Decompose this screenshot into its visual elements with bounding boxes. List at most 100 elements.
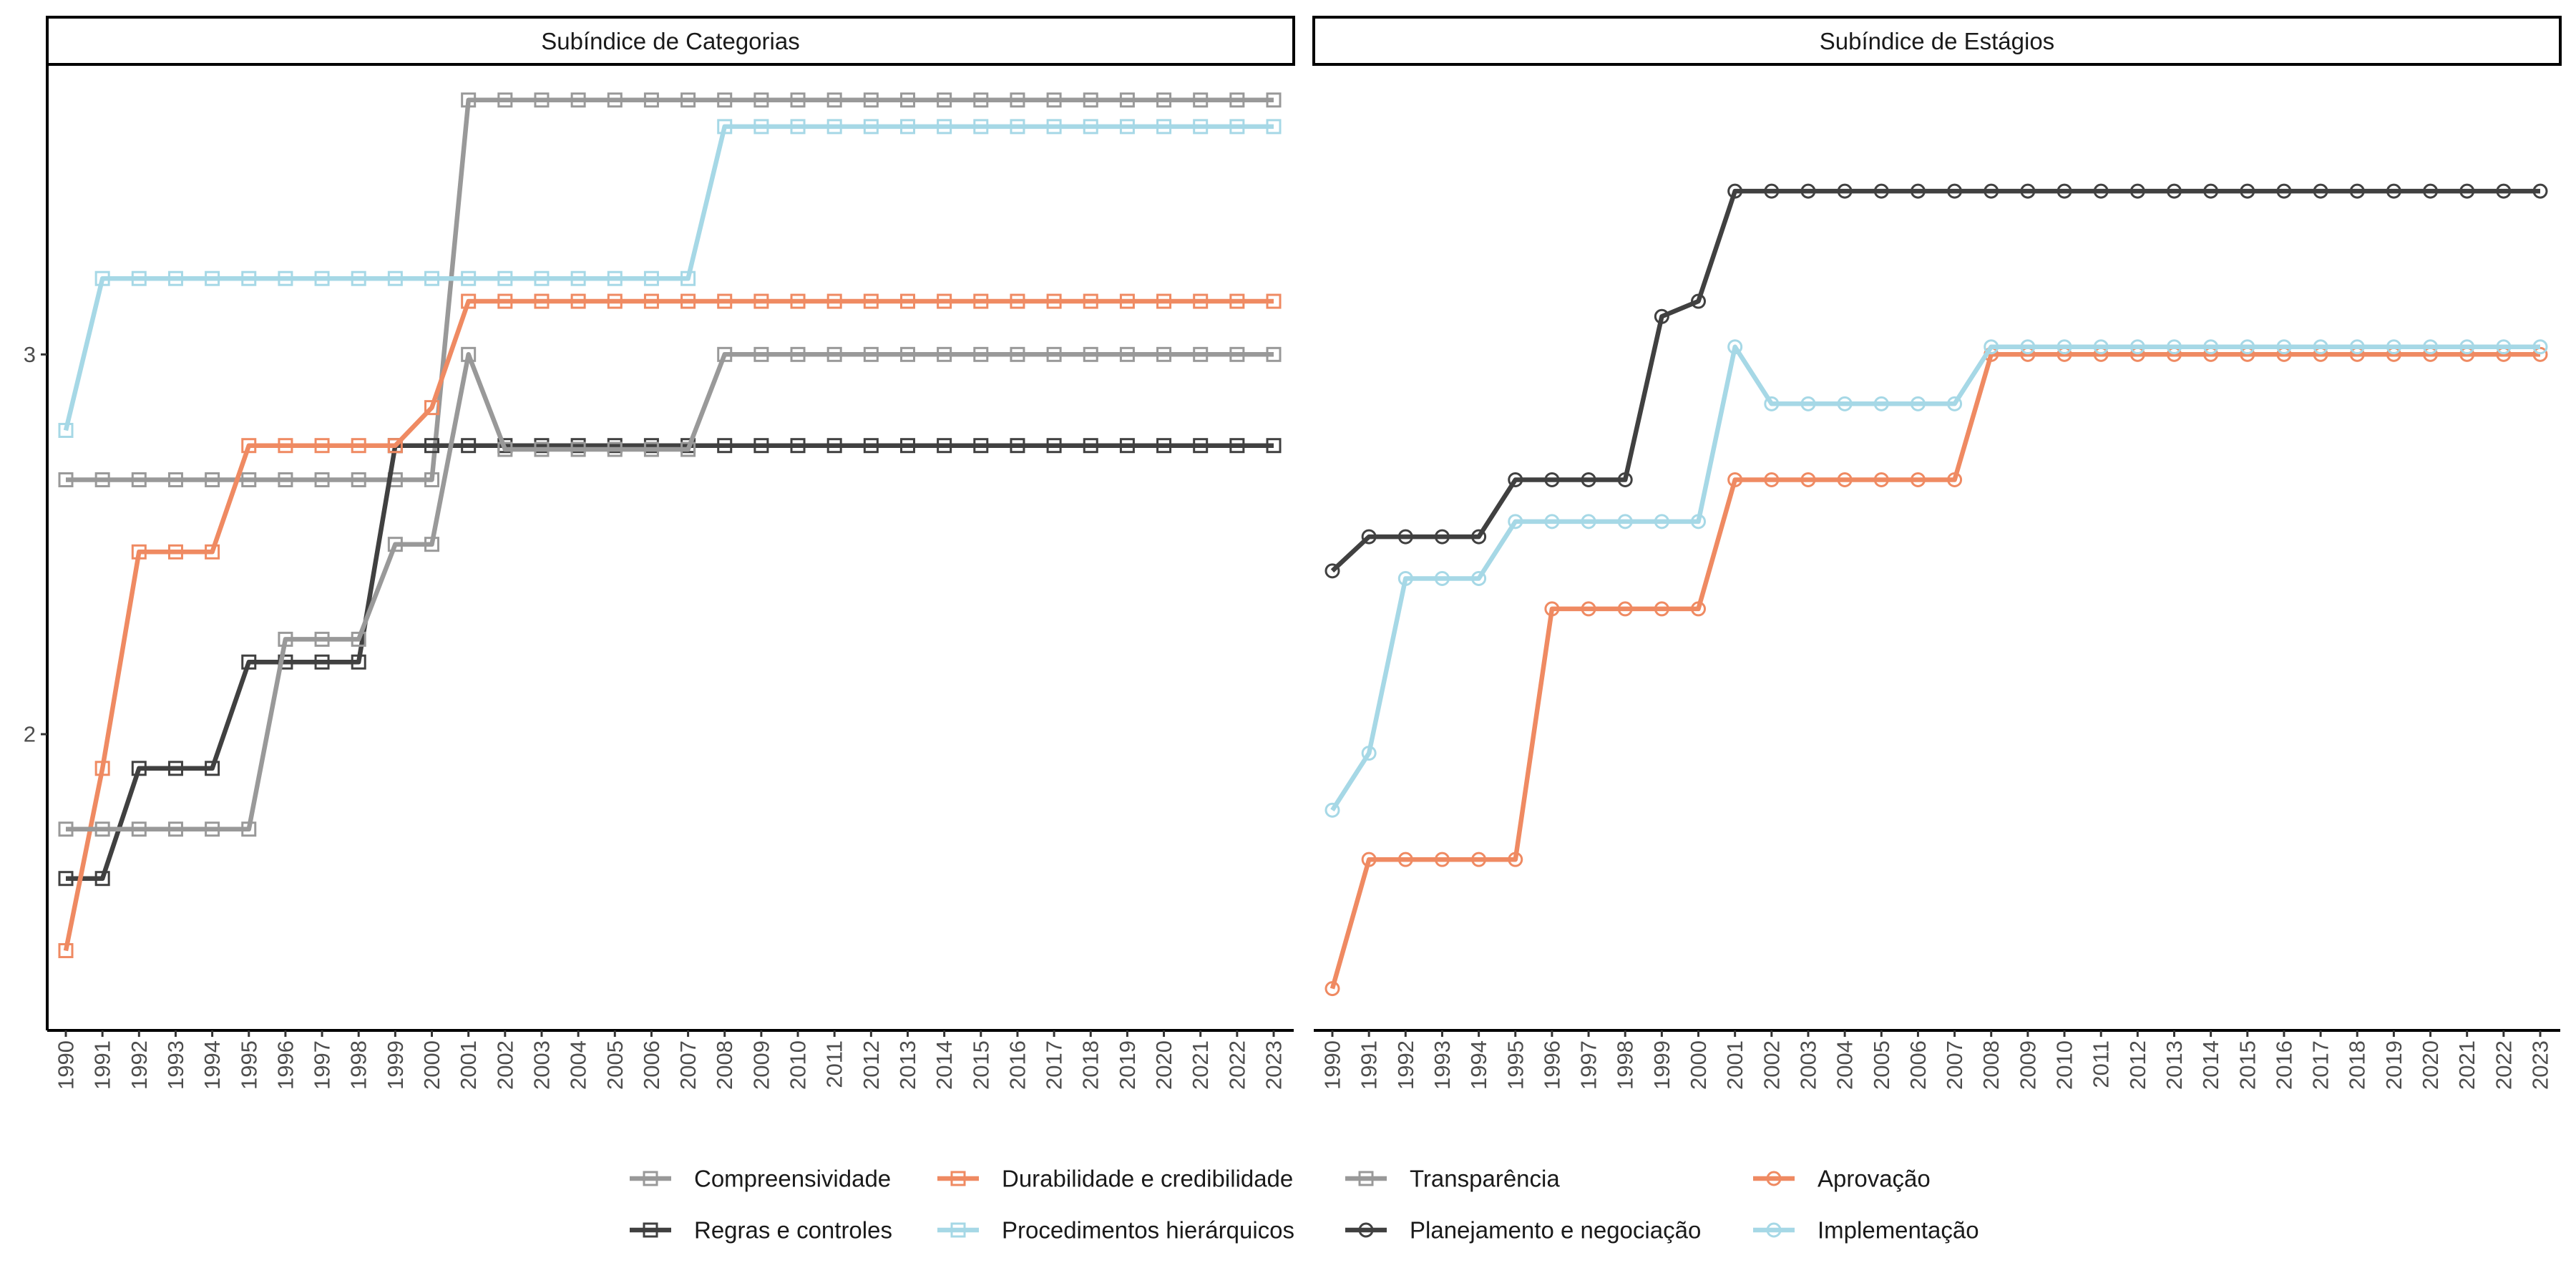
data-point xyxy=(2057,183,2072,199)
data-point xyxy=(973,438,989,454)
x-tick-label: 2019 xyxy=(2381,1040,2406,1090)
data-point xyxy=(790,438,806,454)
data-point xyxy=(1010,346,1025,362)
x-tick-label: 2013 xyxy=(2162,1040,2187,1090)
x-tick-label: 2016 xyxy=(1005,1040,1030,1090)
data-point xyxy=(1691,293,1707,309)
data-point xyxy=(241,654,257,670)
x-tick-label: 2014 xyxy=(932,1040,957,1090)
data-point xyxy=(2313,339,2328,355)
x-tick-label: 1995 xyxy=(1503,1040,1528,1090)
data-point xyxy=(58,871,74,887)
x-tick-label: 1997 xyxy=(310,1040,335,1090)
data-point xyxy=(94,821,110,837)
x-tick-label: 2005 xyxy=(602,1040,628,1090)
data-point xyxy=(58,821,74,837)
data-point xyxy=(241,821,257,837)
legend-item: Planejamento e negociação xyxy=(1345,1217,1701,1244)
legend-item: Compreensividade xyxy=(630,1166,891,1192)
legend-key-marker xyxy=(1766,1171,1782,1186)
x-tick-label: 2008 xyxy=(1979,1040,2004,1090)
data-point xyxy=(1984,339,1999,355)
series-line xyxy=(1330,352,2540,990)
data-point xyxy=(717,119,733,135)
data-point xyxy=(570,441,586,457)
data-point xyxy=(205,821,220,837)
x-tick-label: 2004 xyxy=(1833,1040,1858,1090)
data-point xyxy=(167,270,183,286)
data-point xyxy=(1837,183,1853,199)
data-point xyxy=(1873,183,1889,199)
data-point xyxy=(205,544,220,560)
x-tick-label: 2012 xyxy=(859,1040,884,1090)
legend-key-marker xyxy=(950,1171,966,1186)
data-point xyxy=(2313,183,2328,199)
series-line xyxy=(63,298,1274,952)
data-point xyxy=(1119,119,1135,135)
data-point xyxy=(1654,514,1669,530)
legend-label: Transparência xyxy=(1410,1166,1560,1192)
data-point xyxy=(899,293,915,309)
data-point xyxy=(424,472,440,487)
data-point xyxy=(1764,472,1780,487)
data-point xyxy=(2496,183,2512,199)
data-point xyxy=(1471,529,1487,545)
data-point xyxy=(790,92,806,108)
legend-key-marker xyxy=(643,1171,658,1186)
data-point xyxy=(1193,293,1209,309)
x-tick-label: 2008 xyxy=(712,1040,737,1090)
data-point xyxy=(570,293,586,309)
legend: Compreensividade Durabilidade e credibili… xyxy=(630,1166,1979,1244)
x-tick-label: 2001 xyxy=(456,1040,481,1090)
legend-item: Transparência xyxy=(1345,1166,1560,1192)
data-point xyxy=(570,270,586,286)
x-tick-label: 2009 xyxy=(748,1040,774,1090)
legend-item: Regras e controles xyxy=(630,1217,892,1244)
panel-title: Subíndice de Categorias xyxy=(541,28,799,54)
data-point xyxy=(1083,346,1098,362)
x-tick-label: 1997 xyxy=(1576,1040,1601,1090)
data-point xyxy=(826,346,842,362)
data-point xyxy=(607,270,623,286)
data-point xyxy=(1229,119,1245,135)
data-point xyxy=(1691,514,1707,530)
x-tick-label: 1998 xyxy=(1613,1040,1638,1090)
data-point xyxy=(1361,529,1377,545)
data-point xyxy=(1046,92,1062,108)
series-procedimentos-hierarquicos xyxy=(58,119,1282,438)
data-point xyxy=(314,654,330,670)
x-tick-label: 2009 xyxy=(2015,1040,2040,1090)
data-point xyxy=(2496,339,2512,355)
data-point xyxy=(1046,119,1062,135)
data-point xyxy=(899,438,915,454)
data-point xyxy=(1266,438,1282,454)
data-point xyxy=(937,438,952,454)
data-point xyxy=(1581,601,1596,617)
data-point xyxy=(1727,183,1743,199)
data-point xyxy=(1083,293,1098,309)
data-point xyxy=(1544,472,1560,487)
series-aprovacao xyxy=(1324,346,2548,997)
data-point xyxy=(1910,472,1926,487)
data-point xyxy=(899,346,915,362)
data-point xyxy=(1324,802,1340,818)
data-point xyxy=(973,293,989,309)
legend-label: Aprovação xyxy=(1818,1166,1931,1192)
data-point xyxy=(2020,183,2036,199)
data-point xyxy=(167,544,183,560)
data-point xyxy=(497,293,513,309)
data-point xyxy=(937,119,952,135)
data-point xyxy=(1581,472,1596,487)
data-point xyxy=(1361,746,1377,761)
data-point xyxy=(534,92,550,108)
data-point xyxy=(497,92,513,108)
data-point xyxy=(1873,396,1889,411)
data-point xyxy=(2020,339,2036,355)
data-point xyxy=(2240,183,2255,199)
data-point xyxy=(1654,308,1669,324)
legend-label: Planejamento e negociação xyxy=(1410,1217,1701,1244)
panel-categorias: Subíndice de Categorias 23 1990 1991 1992 1… xyxy=(24,16,1295,1090)
x-tick-label: 2020 xyxy=(2418,1040,2443,1090)
data-point xyxy=(1800,472,1816,487)
data-point xyxy=(680,270,696,286)
